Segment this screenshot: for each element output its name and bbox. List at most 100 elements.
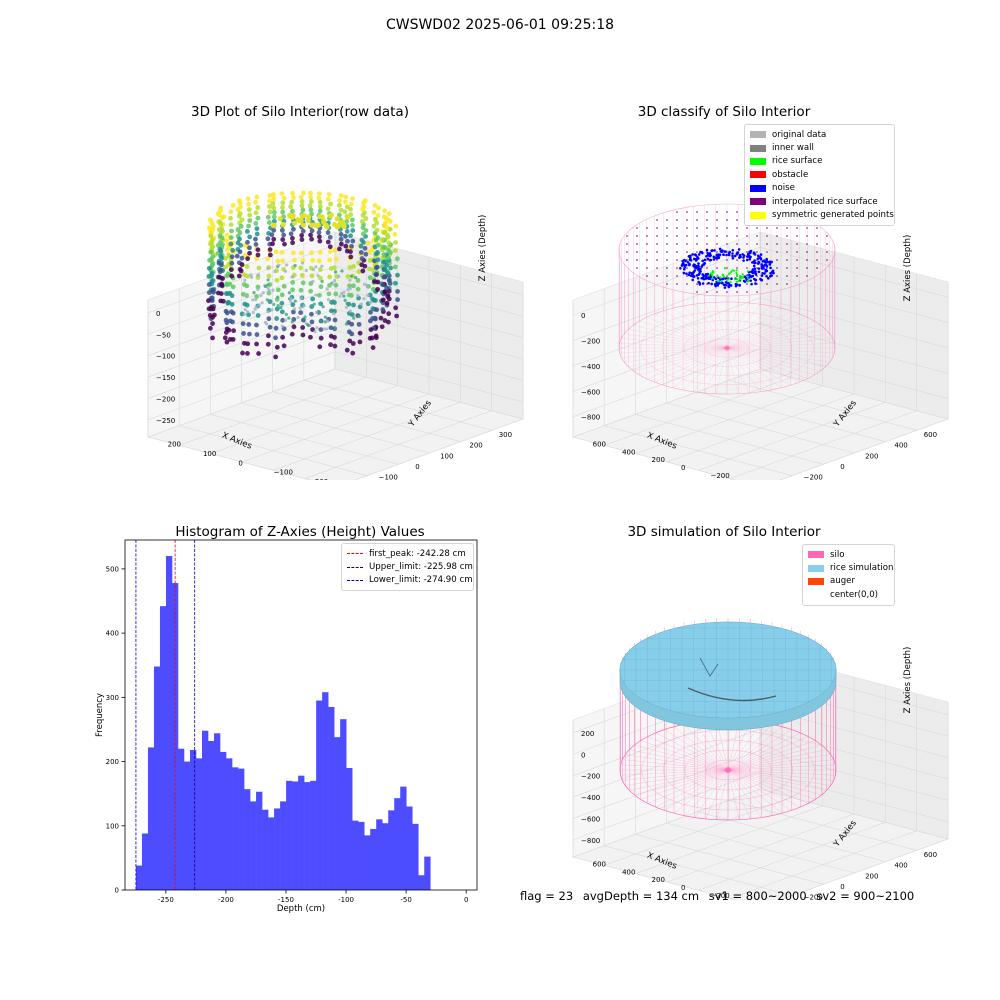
data-point xyxy=(271,288,275,292)
data-point xyxy=(381,214,387,220)
data-point xyxy=(395,297,400,303)
data-point xyxy=(303,315,307,319)
interpolated-point xyxy=(676,251,678,253)
data-point xyxy=(290,235,295,241)
interpolated-point xyxy=(676,283,678,285)
interpolated-point xyxy=(706,211,708,213)
silo-floor-spoke xyxy=(620,769,729,776)
interpolated-point xyxy=(776,259,778,261)
interpolated-point xyxy=(666,219,668,221)
y-tick-label: 200 xyxy=(652,876,665,884)
noise-point xyxy=(694,257,698,261)
silo-floor-spoke xyxy=(726,317,808,349)
silo-floor-spoke xyxy=(655,732,729,771)
data-point xyxy=(360,268,366,274)
interpolated-point xyxy=(806,227,808,229)
silo-floor-spoke xyxy=(633,347,728,372)
data-point xyxy=(340,269,344,273)
silo-floor-spoke xyxy=(672,347,728,388)
data-point xyxy=(325,287,329,291)
data-point xyxy=(245,196,251,202)
rice-surface-point xyxy=(740,276,744,280)
data-point xyxy=(392,231,398,237)
data-point xyxy=(299,203,305,209)
data-point xyxy=(247,250,252,256)
noise-point xyxy=(693,265,697,269)
interpolated-point xyxy=(666,251,668,253)
data-point xyxy=(371,223,377,229)
noise-point xyxy=(701,251,704,255)
interpolated-point xyxy=(636,267,638,269)
interpolated-point xyxy=(816,251,818,253)
silo-floor-spoke xyxy=(624,333,728,349)
silo-floor-spoke xyxy=(727,769,792,811)
silo-floor-spoke xyxy=(704,347,728,394)
noise-point xyxy=(688,271,691,274)
data-point xyxy=(298,194,304,200)
interpolated-point xyxy=(626,235,628,237)
z-axis-label: Z Axies (Depth) xyxy=(903,235,913,302)
noise-point xyxy=(742,259,745,262)
silo-floor-spoke xyxy=(629,749,729,771)
data-point xyxy=(309,228,315,234)
legend-item: Lower_limit: -274.90 cm xyxy=(347,574,473,587)
data-point xyxy=(266,266,270,270)
data-point xyxy=(317,234,322,240)
data-point xyxy=(370,296,375,302)
data-point xyxy=(344,322,349,326)
histogram-bar xyxy=(352,820,359,890)
noise-point xyxy=(710,282,713,286)
data-point xyxy=(206,290,212,295)
data-point xyxy=(279,275,285,281)
x-tick-label: 200 xyxy=(469,442,482,450)
data-point xyxy=(267,252,273,258)
silo-floor-spoke xyxy=(726,324,821,349)
interpolated-point xyxy=(826,259,828,261)
legend-label: Upper_limit: -225.98 cm xyxy=(369,562,473,573)
noise-point xyxy=(752,264,756,268)
data-point xyxy=(237,230,243,236)
legend-item: rice simulation xyxy=(808,561,893,574)
histogram-bar xyxy=(346,767,353,890)
data-point xyxy=(283,269,288,273)
data-point xyxy=(271,196,277,202)
data-point xyxy=(234,253,240,259)
histogram-bar xyxy=(298,775,305,890)
legend-label: inner wall xyxy=(772,143,814,154)
noise-point xyxy=(765,274,768,278)
data-point xyxy=(309,236,314,242)
tick-labels: −600−400−2000200400600−600−400−200020040… xyxy=(581,312,937,480)
data-point xyxy=(368,309,373,315)
data-point xyxy=(277,216,283,222)
data-point xyxy=(218,267,224,273)
noise-point xyxy=(761,271,764,275)
legend-item: first_peak: -242.28 cm xyxy=(347,547,468,560)
interpolated-point xyxy=(696,227,698,229)
x-tick-label: 100 xyxy=(440,452,453,460)
data-point xyxy=(277,263,281,267)
data-point xyxy=(206,274,212,279)
data-point xyxy=(247,245,252,251)
interpolated-point xyxy=(676,211,678,213)
data-point xyxy=(327,274,333,280)
interpolated-point xyxy=(736,235,738,237)
data-point xyxy=(300,258,306,263)
noise-point xyxy=(754,273,758,276)
data-point xyxy=(208,325,213,331)
axes-grid xyxy=(572,232,949,480)
legend-label: obstacle xyxy=(772,169,809,180)
z-tick-label: 0 xyxy=(156,310,160,318)
legend-label: auger xyxy=(830,576,855,587)
data-point xyxy=(308,207,314,213)
rice-surface-point xyxy=(725,278,729,282)
data-point xyxy=(300,332,306,338)
interpolated-point xyxy=(676,227,678,229)
data-point xyxy=(338,294,342,298)
data-point xyxy=(331,299,335,303)
data-point xyxy=(393,223,399,229)
histogram-bar xyxy=(382,823,389,890)
data-point xyxy=(351,264,356,269)
data-point xyxy=(327,249,333,254)
noise-point xyxy=(767,277,770,280)
data-point xyxy=(246,201,251,207)
